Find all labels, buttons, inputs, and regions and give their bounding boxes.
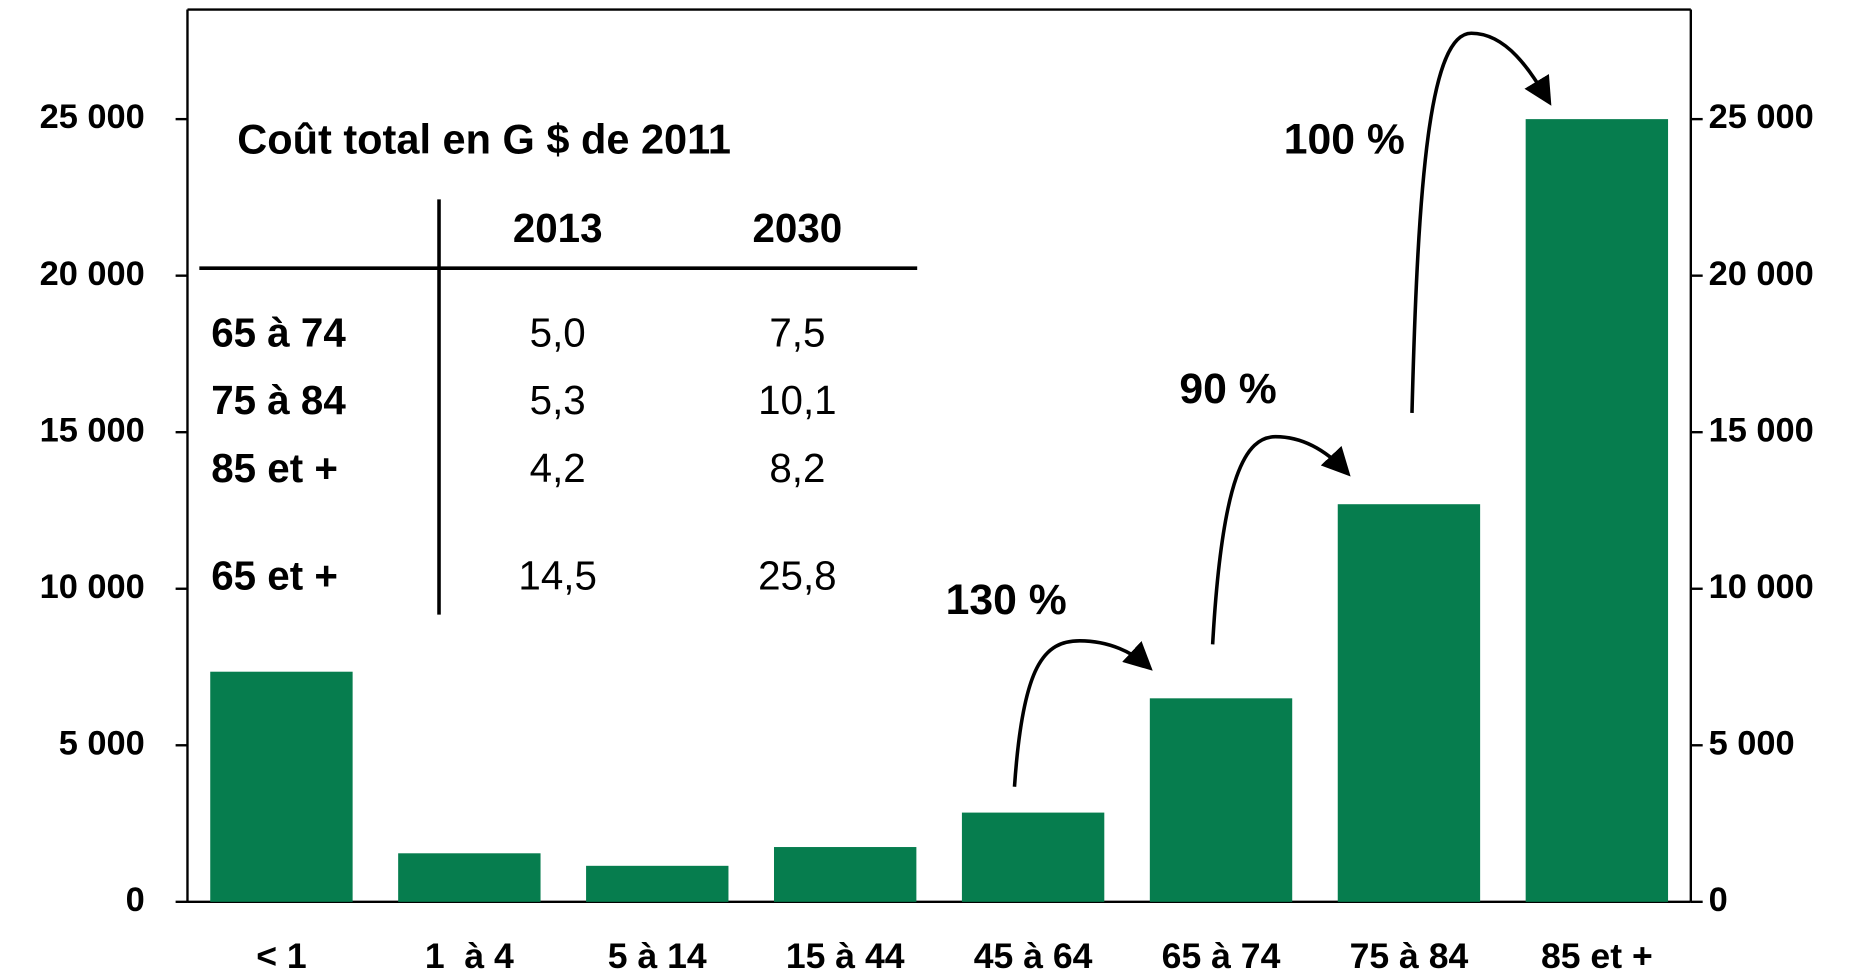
table-row-label: 65 à 74 xyxy=(211,309,346,355)
table-cell: 10,1 xyxy=(758,377,837,423)
y2-tick-label: 0 xyxy=(1709,881,1728,919)
table-cell: 14,5 xyxy=(518,553,597,599)
bar xyxy=(773,847,917,902)
arrow xyxy=(1410,31,1552,414)
table-title: Coût total en G $ de 2011 xyxy=(237,115,731,162)
bar xyxy=(586,865,729,902)
table-cell: 7,5 xyxy=(769,309,825,355)
table-cell: 8,2 xyxy=(769,445,825,491)
y-tick-label: 0 xyxy=(126,881,145,919)
table-row-label: 65 et + xyxy=(211,553,338,599)
bar xyxy=(398,853,541,902)
y2-tick-label: 25 000 xyxy=(1709,98,1814,136)
y-tick-label: 5 000 xyxy=(59,724,145,762)
y-tick-label: 15 000 xyxy=(40,411,145,449)
x-tick-label: 85 et + xyxy=(1541,936,1653,976)
x-tick-label: 45 à 64 xyxy=(974,936,1093,976)
bar xyxy=(1149,698,1293,902)
table-row-label: 85 et + xyxy=(211,445,338,491)
y2-tick-label: 5 000 xyxy=(1709,724,1795,762)
x-tick-label: 1 à 4 xyxy=(425,936,514,976)
bar xyxy=(961,812,1105,902)
y2-tick-label: 15 000 xyxy=(1709,411,1814,449)
bar xyxy=(1525,119,1669,902)
bar xyxy=(210,671,353,902)
y-tick-label: 25 000 xyxy=(40,98,145,136)
table-header: 2013 xyxy=(513,205,603,251)
arrow xyxy=(1210,434,1351,645)
table-header: 2030 xyxy=(752,205,842,251)
annotation: 90 % xyxy=(1179,365,1276,413)
y2-tick-label: 10 000 xyxy=(1709,568,1814,606)
y2-tick-label: 20 000 xyxy=(1709,255,1814,293)
y-tick-label: 20 000 xyxy=(40,255,145,293)
x-tick-label: 75 à 84 xyxy=(1350,936,1469,976)
arrow xyxy=(1012,639,1153,787)
x-tick-label: < 1 xyxy=(256,936,306,976)
table-row-label: 75 à 84 xyxy=(211,377,346,423)
annotation: 130 % xyxy=(946,576,1067,624)
table-cell: 25,8 xyxy=(758,553,837,599)
table-cell: 5,0 xyxy=(530,309,586,355)
bar xyxy=(1337,504,1481,902)
x-tick-label: 65 à 74 xyxy=(1162,936,1281,976)
x-tick-label: 15 à 44 xyxy=(786,936,905,976)
table-cell: 5,3 xyxy=(530,377,586,423)
x-tick-label: 5 à 14 xyxy=(608,936,707,976)
y-tick-label: 10 000 xyxy=(40,568,145,606)
table-cell: 4,2 xyxy=(530,445,586,491)
annotation: 100 % xyxy=(1284,116,1405,164)
